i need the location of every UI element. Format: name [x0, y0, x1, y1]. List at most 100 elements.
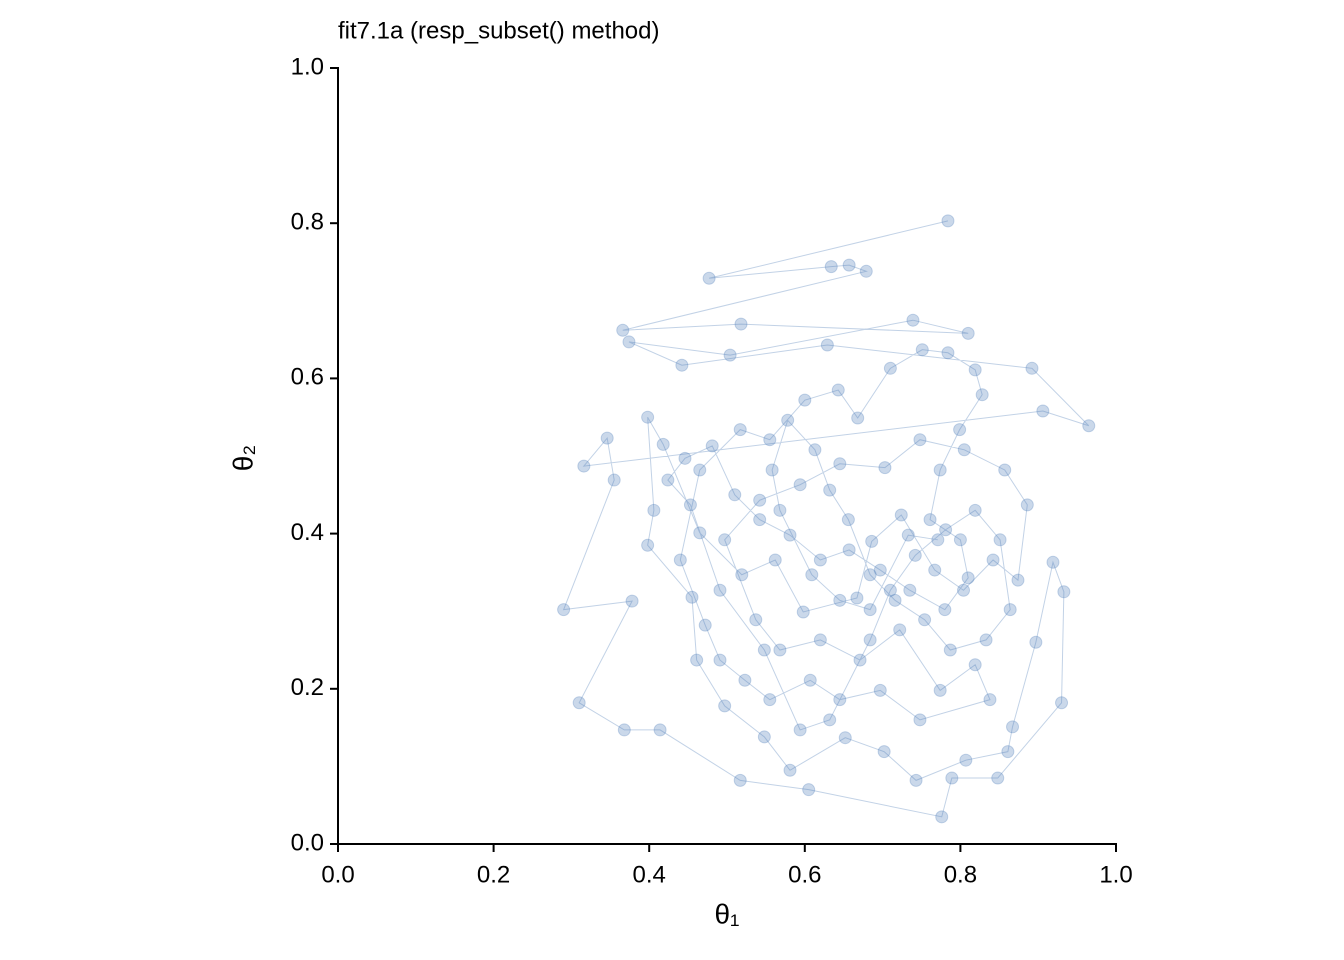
y-tick-label: 0.6 [291, 364, 324, 391]
point [768, 553, 782, 567]
point [838, 731, 852, 745]
point [753, 493, 767, 507]
point [1006, 720, 1020, 734]
x-tick-label: 1.0 [1099, 861, 1132, 888]
point [796, 605, 810, 619]
point [863, 568, 877, 582]
point [877, 745, 891, 759]
point [1046, 555, 1060, 569]
x-tick-label: 0.6 [788, 861, 821, 888]
point [961, 571, 975, 585]
point [842, 258, 856, 272]
point [968, 363, 982, 377]
trace-line [562, 220, 1090, 818]
point [903, 583, 917, 597]
point [878, 461, 892, 475]
point [1025, 361, 1039, 375]
y-tick-label: 0.0 [291, 829, 324, 856]
point [888, 593, 902, 607]
point [757, 643, 771, 657]
y-tick-label: 1.0 [291, 53, 324, 80]
point [572, 696, 586, 710]
point [863, 633, 877, 647]
point [685, 590, 699, 604]
point [824, 260, 838, 274]
point [850, 591, 864, 605]
point [702, 271, 716, 285]
point [616, 323, 630, 337]
point [894, 508, 908, 522]
point [773, 503, 787, 517]
point [765, 463, 779, 477]
point [931, 533, 945, 547]
x-tick-label: 0.4 [633, 861, 666, 888]
point [675, 358, 689, 372]
point [718, 533, 732, 547]
point [705, 439, 719, 453]
point [993, 533, 1007, 547]
point [641, 410, 655, 424]
y-tick-label: 0.4 [291, 519, 324, 546]
x-axis-label: θ₁ [714, 898, 739, 929]
point [673, 553, 687, 567]
point [600, 431, 614, 445]
point [656, 437, 670, 451]
point [941, 214, 955, 228]
point [933, 683, 947, 697]
point [928, 563, 942, 577]
point [653, 723, 667, 737]
point [793, 723, 807, 737]
point [763, 693, 777, 707]
point [908, 548, 922, 562]
point [734, 317, 748, 331]
point [1001, 745, 1015, 759]
point [753, 513, 767, 527]
point [1036, 404, 1050, 418]
point [805, 568, 819, 582]
point [647, 503, 661, 517]
chart-title: fit7.1a (resp_subset() method) [338, 17, 659, 44]
point [783, 528, 797, 542]
point [713, 583, 727, 597]
point [698, 618, 712, 632]
point [918, 613, 932, 627]
point [781, 413, 795, 427]
point [823, 483, 837, 497]
point [693, 526, 707, 540]
point [991, 771, 1005, 785]
point [938, 603, 952, 617]
point [842, 543, 856, 557]
point [915, 343, 929, 357]
point [935, 810, 949, 824]
y-tick-label: 0.2 [291, 674, 324, 701]
point [577, 459, 591, 473]
point [1011, 573, 1025, 587]
point [783, 763, 797, 777]
point [735, 568, 749, 582]
point [683, 498, 697, 512]
point [757, 730, 771, 744]
point [975, 388, 989, 402]
point [983, 693, 997, 707]
point [968, 658, 982, 672]
point [961, 326, 975, 340]
point [1029, 635, 1043, 649]
point [617, 723, 631, 737]
point [773, 643, 787, 657]
point [833, 457, 847, 471]
point [1055, 696, 1069, 710]
point [957, 583, 971, 597]
point [661, 473, 675, 487]
point [833, 693, 847, 707]
point [859, 264, 873, 278]
point [733, 423, 747, 437]
point [749, 613, 763, 627]
point [953, 423, 967, 437]
point [823, 713, 837, 727]
point [641, 538, 655, 552]
point [728, 488, 742, 502]
point [678, 451, 692, 465]
point [802, 783, 816, 797]
point [693, 463, 707, 477]
point [893, 623, 907, 637]
